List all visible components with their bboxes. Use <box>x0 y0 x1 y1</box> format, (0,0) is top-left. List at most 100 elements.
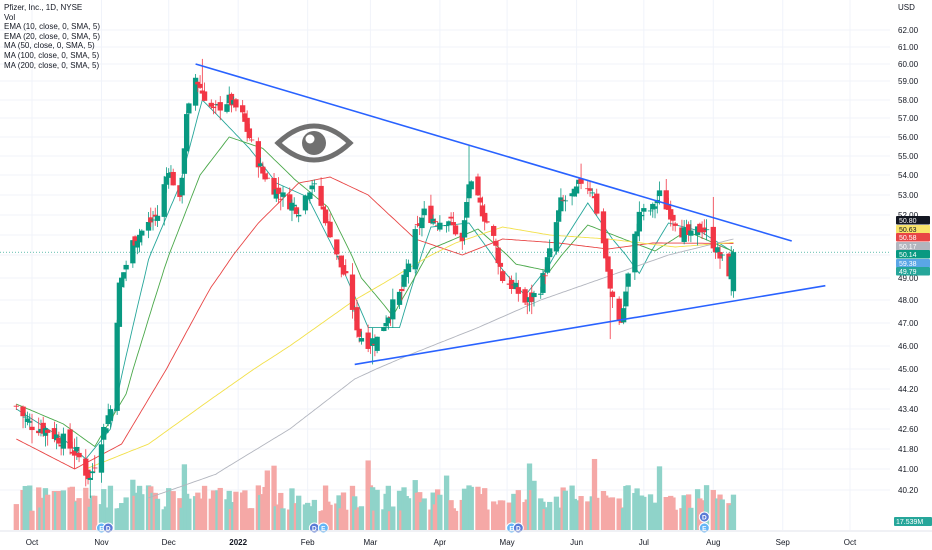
candle-body <box>670 214 676 221</box>
y-tick-label: 57.00 <box>898 114 919 123</box>
candle-body <box>217 102 223 111</box>
y-tick-label: 58.00 <box>898 96 919 105</box>
volume-bar <box>499 500 506 530</box>
volume-bar <box>60 490 67 530</box>
candle-body <box>405 263 412 273</box>
candle-body <box>197 83 203 88</box>
candle-body <box>719 254 725 256</box>
candle-body <box>139 230 145 236</box>
candle-body <box>320 206 326 210</box>
legend-ma200[interactable]: MA (200, close, 0, SMA, 5) <box>4 60 100 70</box>
volume-bar <box>248 508 255 530</box>
volume-bar <box>186 498 192 530</box>
candle-body <box>89 471 96 474</box>
candle-body <box>432 221 439 223</box>
ma-line-ema20 <box>16 136 734 448</box>
candle-body <box>641 208 647 212</box>
candle-body <box>668 209 674 220</box>
candle-body <box>181 148 188 174</box>
legend-ema20[interactable]: EMA (20, close, 0, SMA, 5) <box>4 31 101 41</box>
candle-body <box>493 240 499 246</box>
candle-body <box>71 450 78 456</box>
legend-ema10[interactable]: EMA (10, close, 0, SMA, 5) <box>4 22 101 32</box>
trendlines[interactable] <box>195 63 826 366</box>
volume-bar <box>201 485 208 530</box>
volume-bar <box>482 488 488 530</box>
candles <box>13 58 737 498</box>
price-badge-label: 49.79 <box>899 269 917 276</box>
candle-body <box>255 141 262 168</box>
volume-bar <box>625 485 631 530</box>
price-axis[interactable]: USD 62.00 61.00 60.00 59.00 58.00 57.00 56.00 55… <box>890 0 932 550</box>
volume-bar <box>468 486 474 530</box>
candle-body <box>647 210 654 212</box>
candle-body <box>430 218 436 224</box>
candle-body <box>107 409 114 421</box>
volume-bar <box>656 466 663 530</box>
candle-body <box>322 209 329 224</box>
candle-body <box>280 192 286 197</box>
candle-body <box>83 458 89 476</box>
volume-bar <box>531 480 537 530</box>
legend-volume[interactable]: Vol <box>4 12 16 22</box>
y-tick-label: 41.80 <box>898 445 919 454</box>
candle-body <box>318 185 324 206</box>
volume-bar <box>703 485 710 530</box>
event-label: D <box>702 514 707 521</box>
volume-bar <box>390 506 396 530</box>
candle-body <box>179 177 185 196</box>
candle-body <box>240 105 246 113</box>
volume-bar <box>719 499 725 530</box>
candle-body <box>419 217 425 229</box>
y-tick-label: 47.00 <box>898 319 919 328</box>
candle-body <box>273 189 279 199</box>
candle-body <box>531 293 537 298</box>
candle-body <box>685 224 692 236</box>
candle-body <box>264 177 270 179</box>
legend-symbol[interactable]: Pfizer, Inc., 1D, NYSE <box>4 3 83 12</box>
y-tick-label: 46.00 <box>898 342 919 351</box>
candle-body <box>154 215 161 221</box>
price-badge-label: 50.17 <box>899 244 917 251</box>
candle-body <box>656 190 663 197</box>
candle-body <box>60 433 67 449</box>
candle-body <box>562 200 569 202</box>
candle-body <box>495 247 501 264</box>
ma-line-ma50 <box>16 176 734 470</box>
candle-body <box>475 176 481 196</box>
candle-body <box>578 178 584 184</box>
x-tick-label: 2022 <box>229 538 247 547</box>
candle-body <box>524 303 530 305</box>
x-tick-label: Apr <box>434 538 447 547</box>
legend-ma50[interactable]: MA (50, close, 0, SMA, 5) <box>4 41 95 51</box>
time-axis[interactable]: Oct Nov Dec 2022 Feb Mar Apr May Jun Jul Aug Sep Oct <box>0 530 932 547</box>
candle-body <box>468 181 474 190</box>
volume-bar <box>123 497 129 530</box>
candle-body <box>600 211 607 244</box>
candle-body <box>484 221 490 223</box>
candle-body <box>278 198 284 200</box>
candle-body <box>356 328 362 337</box>
y-tick-label: 45.00 <box>898 365 919 374</box>
candle-body <box>349 274 356 310</box>
volume-bar <box>547 501 553 530</box>
legend-ma100[interactable]: MA (100, close, 0, SMA, 5) <box>4 50 100 60</box>
candle-body <box>150 219 156 221</box>
candle-body <box>260 166 266 174</box>
candle-body <box>482 212 488 222</box>
volume-bar <box>45 494 51 530</box>
candle-body <box>340 265 347 275</box>
candle-body <box>403 269 409 278</box>
candle-body <box>605 256 611 272</box>
candle-body <box>513 282 519 290</box>
candle-body <box>632 233 638 273</box>
volume-badge-label: 17.539M <box>896 519 923 526</box>
candle-body <box>76 452 82 458</box>
candle-body <box>195 81 201 85</box>
volume-bar <box>311 499 318 530</box>
y-tick-label: 59.00 <box>898 77 919 86</box>
price-badge: 50.80 <box>896 216 930 225</box>
volume-bar <box>730 494 737 530</box>
